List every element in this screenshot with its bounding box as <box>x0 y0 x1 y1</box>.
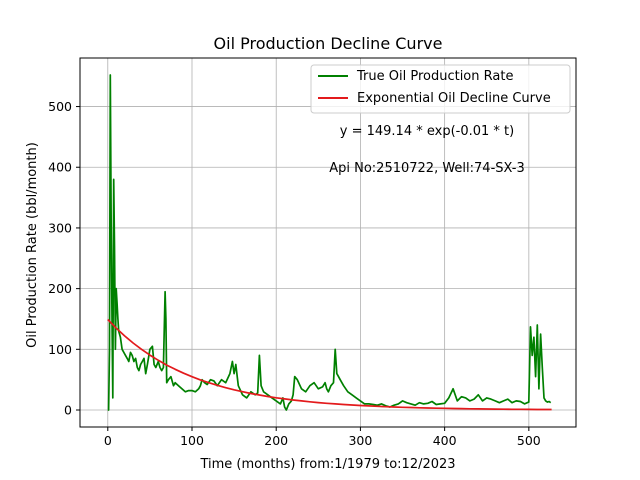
y-tick-label: 300 <box>48 220 72 235</box>
x-axis-label: Time (months) from:1/1979 to:12/2023 <box>199 457 455 472</box>
y-tick-label: 100 <box>48 342 72 357</box>
x-tick-label: 500 <box>517 433 541 448</box>
y-tick-label: 0 <box>64 403 72 418</box>
x-tick-label: 100 <box>180 433 204 448</box>
exponential-decline-curve-line <box>107 318 552 411</box>
legend: True Oil Production Rate Exponential Oil… <box>310 64 571 114</box>
y-axis-label: Oil Production Rate (bbl/month) <box>25 142 40 348</box>
y-tick-label: 500 <box>48 99 72 114</box>
tick-layer: 0 100 200 300 400 500 0 100 200 300 400 500 <box>48 99 541 448</box>
x-tick-label: 0 <box>104 433 112 448</box>
y-tick-label: 400 <box>48 160 72 175</box>
plot-frame <box>79 57 577 428</box>
x-tick-label: 400 <box>433 433 457 448</box>
legend-box <box>310 64 571 114</box>
chart-title: Oil Production Decline Curve <box>214 34 443 53</box>
legend-label-exponential: Exponential Oil Decline Curve <box>357 91 551 106</box>
well-annotation: Api No:2510722, Well:74-SX-3 <box>329 161 525 176</box>
equation-annotation: y = 149.14 * exp(-0.01 * t) <box>340 124 514 139</box>
grid-layer <box>80 58 576 427</box>
y-tick-label: 200 <box>48 281 72 296</box>
legend-label-true-rate: True Oil Production Rate <box>356 69 513 84</box>
true-oil-production-rate-line <box>107 74 552 411</box>
x-tick-label: 200 <box>264 433 288 448</box>
series-layer <box>107 74 552 411</box>
x-tick-label: 300 <box>348 433 372 448</box>
